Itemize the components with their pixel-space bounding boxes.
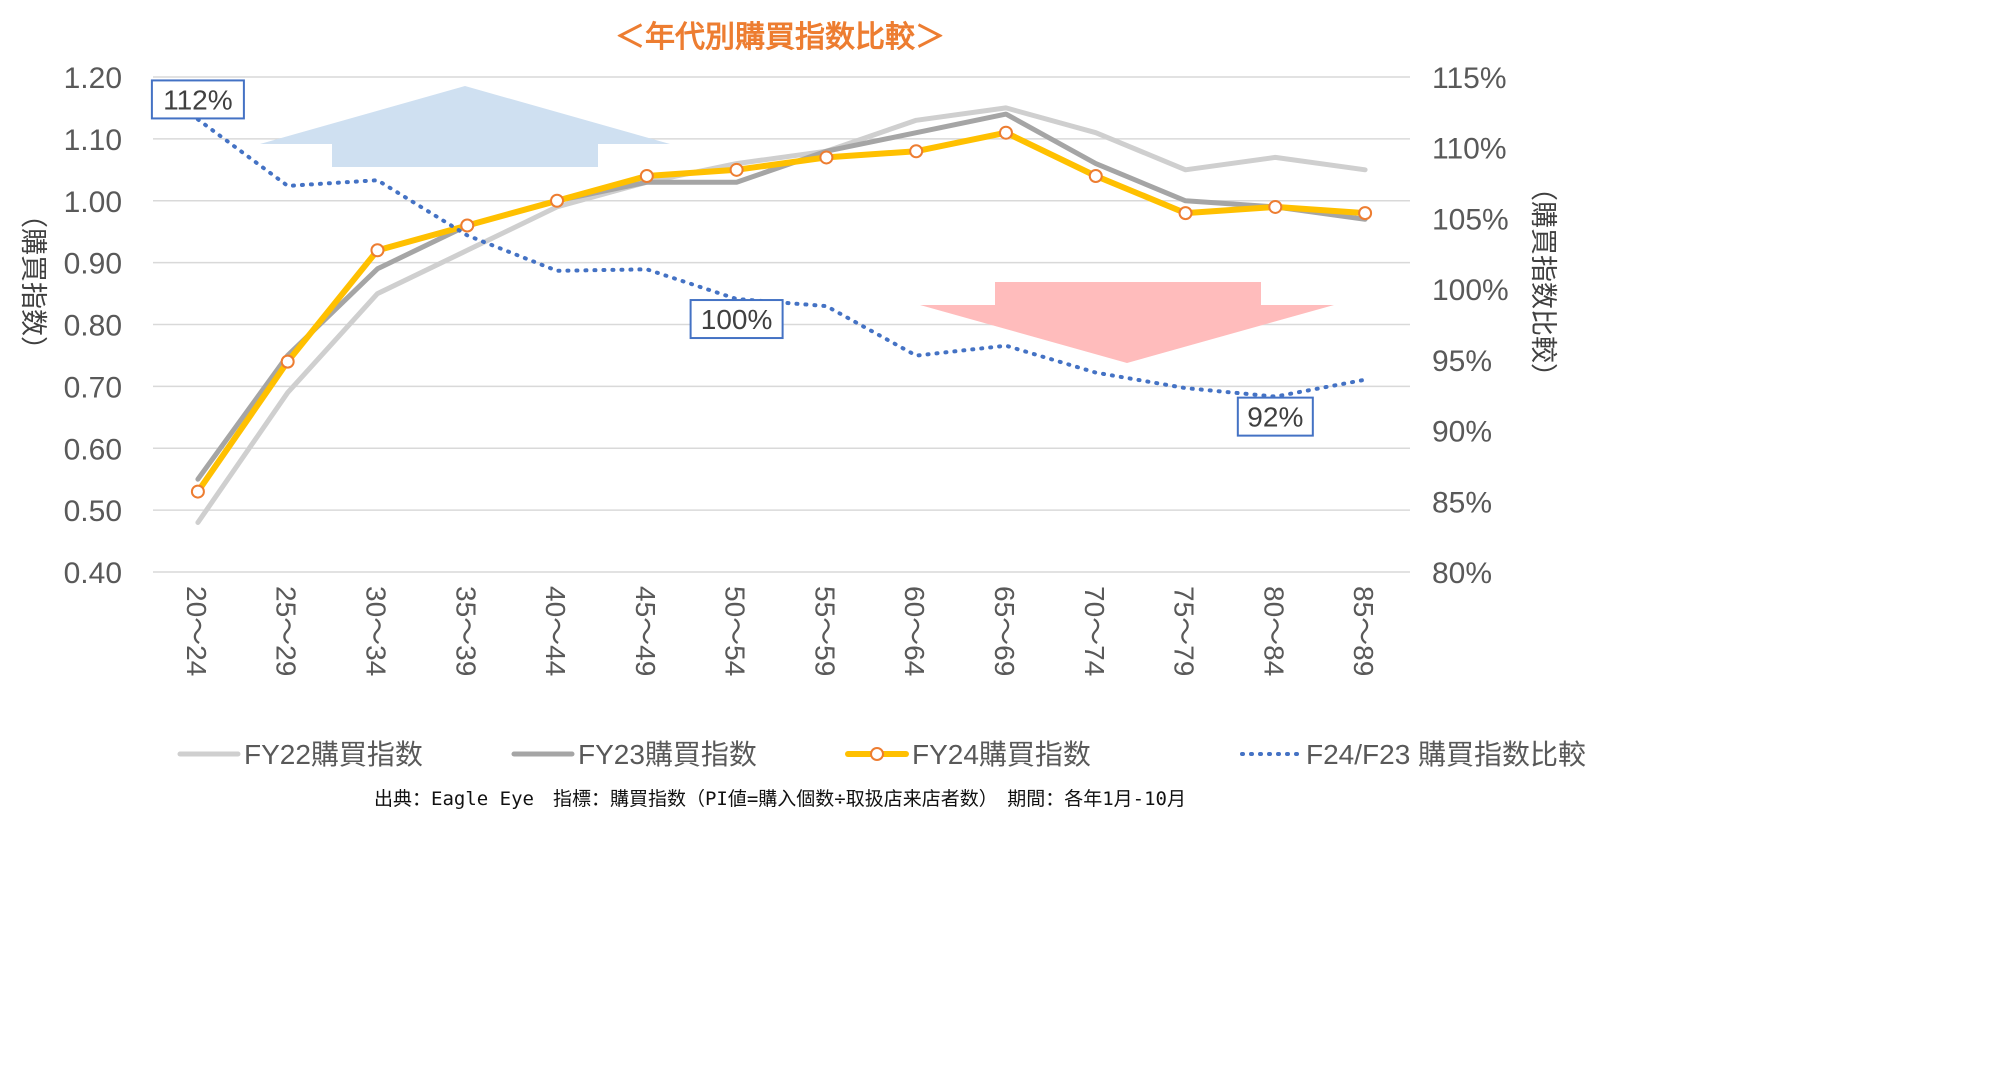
y-left-tick-label: 0.70	[64, 371, 122, 404]
y-left-tick-label: 0.90	[64, 248, 122, 281]
y-left-tick-label: 0.40	[64, 557, 122, 590]
data-point-marker	[370, 243, 385, 258]
x-tick-label: 65～69	[989, 586, 1020, 676]
y-right-tick-label: 80%	[1432, 557, 1492, 590]
down-arrow	[920, 282, 1334, 363]
legend-marker	[870, 747, 884, 761]
data-point-marker	[729, 162, 744, 177]
y-right-tick-label: 95%	[1432, 345, 1492, 378]
y-right-tick-label: 115%	[1432, 62, 1507, 95]
annotation-box	[1236, 396, 1314, 437]
data-point-marker	[280, 354, 295, 369]
data-point-marker	[639, 169, 654, 183]
y-left-tick-label: 1.10	[64, 124, 122, 157]
legend-label-3: FY24購買指数	[912, 739, 1091, 770]
y-right-tick-label: 105%	[1432, 203, 1509, 236]
y-right-tick-label: 90%	[1432, 416, 1492, 449]
annotation-box	[150, 79, 245, 120]
legend-label-2: FY23購買指数	[578, 739, 757, 770]
x-tick-label: 70～74	[1079, 586, 1110, 676]
data-point-marker	[909, 144, 924, 159]
data-point-marker	[1358, 206, 1373, 221]
series-line-3	[194, 129, 1369, 495]
y-right-axis-title: （購買指数比較）	[1528, 174, 1558, 390]
x-tick-label: 30～34	[360, 586, 391, 676]
source-note: 出典：Eagle Eye 指標：購買指数（PI値=購入個数÷取扱店来店者数） 期…	[374, 788, 1186, 810]
data-point-marker	[1088, 169, 1103, 183]
x-tick-label: 80～84	[1258, 586, 1289, 676]
x-tick-label: 55～59	[809, 586, 840, 676]
y-left-axis-title: （購買指数）	[18, 201, 48, 363]
y-left-tick-label: 0.80	[64, 310, 122, 343]
legend-label-4: F24/F23 購買指数比較	[1306, 739, 1586, 770]
x-tick-label: 45～49	[630, 586, 661, 676]
x-tick-label: 85～89	[1348, 586, 1379, 676]
y-right-tick-label: 110%	[1432, 133, 1507, 166]
y-left-tick-label: 1.00	[64, 186, 122, 219]
x-tick-label: 50～54	[720, 586, 751, 676]
data-point-marker	[460, 218, 475, 233]
y-right-tick-label: 100%	[1432, 274, 1509, 307]
x-tick-label: 60～64	[899, 586, 930, 676]
y-left-tick-label: 0.60	[64, 433, 122, 466]
data-point-marker	[1268, 199, 1283, 214]
y-right-tick-label: 85%	[1432, 486, 1492, 519]
series-line-1	[195, 105, 1368, 525]
data-point-marker	[1178, 206, 1193, 221]
x-tick-label: 20～24	[181, 586, 212, 676]
annotation-label: 100%	[701, 304, 773, 335]
series-line-2	[195, 111, 1368, 482]
data-point-marker	[190, 484, 205, 499]
y-left-tick-label: 0.50	[64, 495, 122, 528]
x-tick-label: 25～29	[271, 586, 302, 676]
x-tick-label: 35～39	[450, 586, 481, 676]
y-left-tick-label: 1.20	[64, 62, 122, 95]
annotation-box	[689, 299, 784, 340]
data-point-marker	[998, 125, 1013, 140]
annotation-label: 112%	[163, 84, 233, 115]
x-tick-label: 75～79	[1169, 586, 1200, 676]
annotation-label: 92%	[1247, 402, 1303, 433]
data-point-marker	[819, 150, 834, 165]
data-point-marker	[550, 193, 565, 208]
x-tick-label: 40～44	[540, 586, 571, 676]
up-arrow	[260, 86, 670, 167]
legend-label-1: FY22購買指数	[244, 739, 423, 770]
chart-title: ＜年代別購買指数比較＞	[615, 20, 945, 55]
